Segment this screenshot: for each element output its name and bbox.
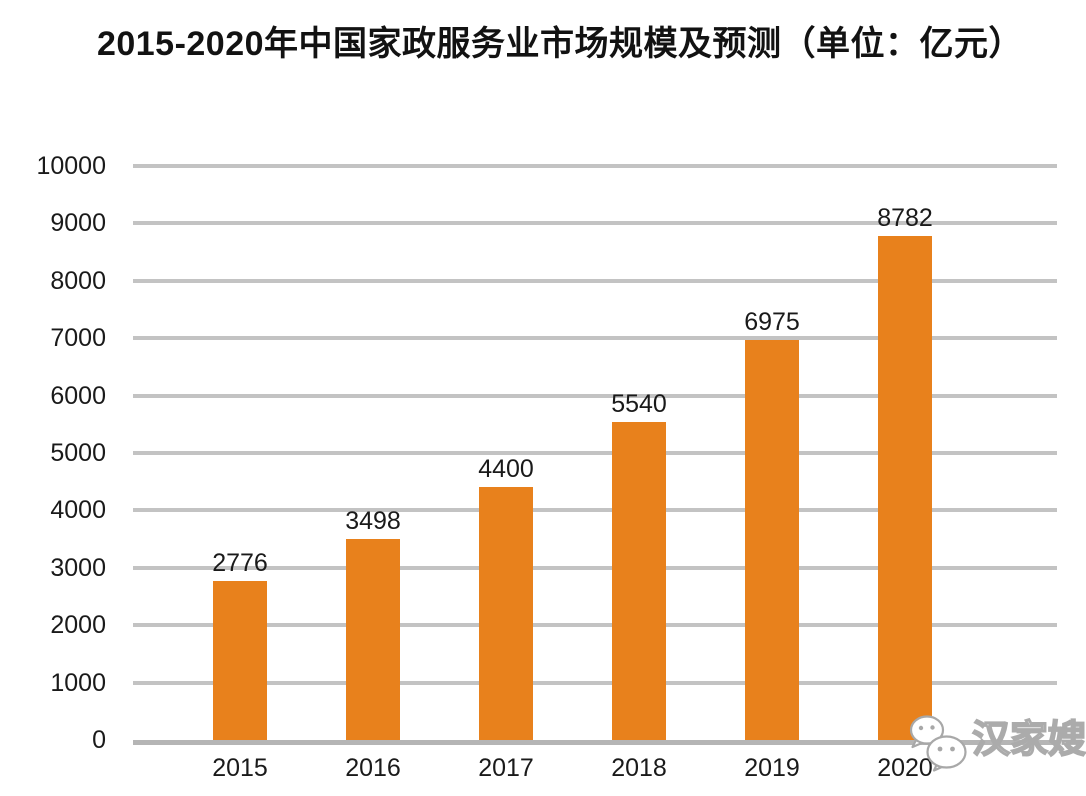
y-axis-tick-label: 6000 [50,381,106,410]
bar-value-label: 6975 [744,308,800,336]
bar-value-label: 3498 [345,507,401,535]
gridline [133,451,1057,455]
x-axis-tick-label: 2017 [478,754,534,782]
bar: 6975 [744,309,800,740]
gridline [133,336,1057,341]
bar: 3498 [345,508,401,740]
y-axis-tick-label: 7000 [50,324,106,353]
watermark-label: 汉家嫂 [971,718,1086,762]
plot-area: 2776 2015 3498 2016 4400 2017 5540 2018 6975 2019… [133,164,1057,782]
y-axis-tick-label: 10000 [36,152,106,180]
y-axis-tick-label: 3000 [50,553,106,582]
gridline [133,164,1057,168]
y-axis-tick-label: 5000 [50,439,106,467]
wechat-icon [909,715,967,772]
gridline [133,565,1057,570]
y-axis-tick-label: 2000 [50,611,106,640]
bar: 4400 [478,456,534,740]
gridline [133,623,1057,628]
gridline [133,278,1057,283]
bar-value-label: 8782 [877,204,933,232]
bar-value-label: 2776 [212,549,268,577]
x-axis-tick-label: 2015 [212,754,268,782]
y-axis-tick-label: 8000 [50,266,106,295]
gridline [133,393,1057,398]
x-axis-tick-label: 2016 [345,754,401,782]
gridline [133,508,1057,513]
watermark: 汉家嫂 [908,712,1086,776]
x-axis-line [133,740,1057,745]
y-axis-tick-label: 1000 [50,668,106,697]
bar: 8782 [877,205,933,740]
x-axis-tick-label: 2018 [611,754,667,782]
bar-value-label: 4400 [478,455,534,483]
x-axis-tick-label: 2019 [744,754,800,782]
bar-value-label: 5540 [611,390,667,418]
y-axis-tick-label: 9000 [50,209,106,238]
gridline [133,680,1057,685]
chart-title: 2015-2020年中国家政服务业市场规模及预测（单位：亿元） [96,25,1024,63]
x-axis-tick-label: 2020 [877,754,933,782]
y-axis-tick-label: 4000 [50,496,106,525]
y-axis-tick-label: 0 [92,726,106,754]
bar: 5540 [611,391,667,740]
gridline [133,221,1057,226]
bar: 2776 [212,550,268,740]
